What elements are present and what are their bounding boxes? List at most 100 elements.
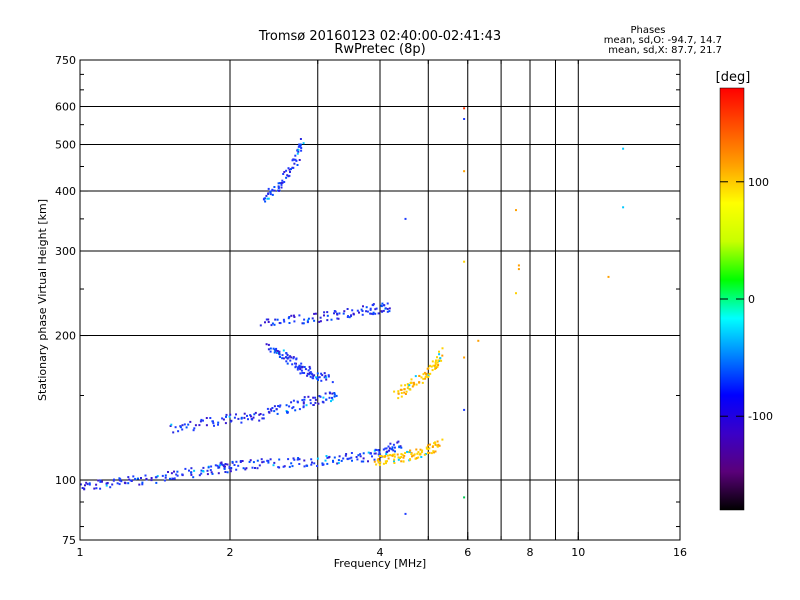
data-point xyxy=(222,465,225,468)
data-point xyxy=(415,383,418,386)
data-point xyxy=(252,461,255,464)
data-point xyxy=(292,314,295,317)
data-point xyxy=(261,461,264,464)
data-point xyxy=(101,480,103,483)
data-point xyxy=(367,451,370,454)
data-point xyxy=(410,378,413,381)
data-point xyxy=(303,396,306,399)
data-point xyxy=(258,464,261,467)
x-tick-label: 8 xyxy=(527,546,534,559)
data-point xyxy=(130,480,133,482)
data-point xyxy=(292,166,295,169)
data-point xyxy=(356,458,359,461)
data-point xyxy=(393,455,396,458)
data-point xyxy=(301,399,304,402)
data-point xyxy=(226,463,229,466)
data-point xyxy=(276,352,279,354)
data-point xyxy=(388,449,390,452)
data-point xyxy=(300,147,303,149)
data-point xyxy=(406,387,409,390)
data-point xyxy=(404,393,407,395)
y-tick-label: 200 xyxy=(55,330,76,343)
data-point xyxy=(280,186,283,189)
data-point xyxy=(407,385,410,388)
data-point xyxy=(377,461,380,464)
data-point xyxy=(228,467,231,470)
data-point xyxy=(517,264,520,267)
data-point xyxy=(277,182,280,185)
data-point xyxy=(207,466,210,469)
data-point xyxy=(217,421,220,424)
data-point xyxy=(269,193,272,196)
data-point xyxy=(286,357,289,360)
data-point xyxy=(289,359,292,362)
data-point xyxy=(432,450,435,453)
data-point xyxy=(418,375,421,377)
data-point xyxy=(382,462,385,465)
data-point xyxy=(391,454,394,457)
data-point xyxy=(297,150,300,153)
data-point xyxy=(312,404,315,406)
data-point xyxy=(309,375,312,378)
data-point xyxy=(384,447,387,450)
data-point xyxy=(225,413,228,416)
data-point xyxy=(437,359,440,362)
y-tick-label: 300 xyxy=(55,245,76,258)
data-point xyxy=(321,462,324,465)
data-point xyxy=(205,424,208,427)
data-point xyxy=(132,475,135,478)
data-point xyxy=(267,318,270,321)
data-point xyxy=(359,453,362,456)
chart-subtitle: RwPretec (8p) xyxy=(334,42,425,57)
data-point xyxy=(287,167,290,170)
x-tick-label: 16 xyxy=(673,546,687,559)
data-point xyxy=(229,413,232,416)
y-tick-label: 400 xyxy=(55,185,76,198)
data-point xyxy=(370,452,372,455)
data-point xyxy=(393,462,396,464)
data-point xyxy=(240,417,243,420)
data-point xyxy=(316,457,319,460)
data-point xyxy=(428,451,431,454)
data-point xyxy=(397,458,400,461)
data-point xyxy=(430,365,433,368)
data-point xyxy=(435,359,437,362)
data-point xyxy=(220,461,223,464)
data-point xyxy=(387,457,390,460)
data-point xyxy=(312,396,315,399)
data-point xyxy=(286,362,289,365)
data-point xyxy=(175,473,178,476)
data-point xyxy=(410,453,413,455)
data-point xyxy=(278,189,281,192)
data-point xyxy=(253,413,256,416)
data-point xyxy=(315,377,318,380)
data-point xyxy=(333,395,336,398)
data-point xyxy=(271,322,274,325)
data-point xyxy=(369,307,372,310)
data-point xyxy=(439,357,442,360)
data-point xyxy=(237,417,240,420)
data-point xyxy=(360,460,363,463)
data-point xyxy=(420,376,423,379)
data-point xyxy=(268,411,271,414)
data-point xyxy=(387,445,390,448)
data-point xyxy=(252,416,255,419)
data-point xyxy=(369,308,372,311)
data-point xyxy=(285,352,288,354)
data-point xyxy=(332,460,335,463)
data-point xyxy=(361,313,364,316)
data-point xyxy=(192,429,195,432)
y-tick-label: 100 xyxy=(55,474,76,487)
data-point xyxy=(212,420,214,423)
data-point xyxy=(414,457,417,460)
data-point xyxy=(393,458,396,461)
data-point xyxy=(224,463,227,465)
data-point xyxy=(198,474,201,477)
data-point xyxy=(179,426,182,429)
data-point xyxy=(313,462,316,465)
data-point xyxy=(394,450,396,453)
data-point xyxy=(346,308,349,310)
data-point xyxy=(463,496,466,499)
data-point xyxy=(228,465,231,468)
data-point xyxy=(441,438,444,441)
